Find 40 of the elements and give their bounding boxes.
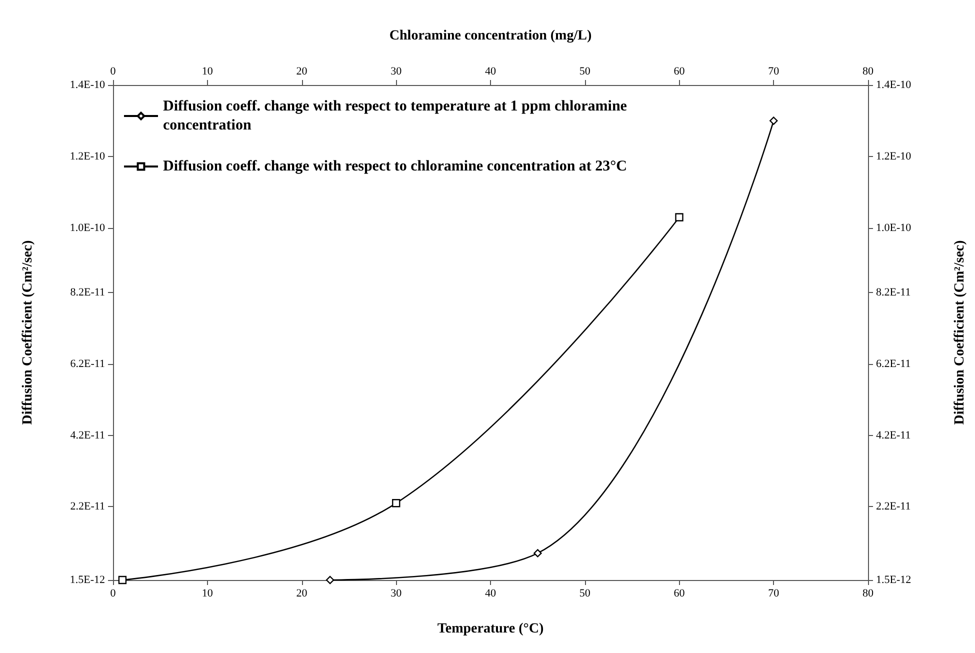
x2-tick-label: 60 <box>674 66 686 78</box>
x2-axis-title: Chloramine concentration (mg/L) <box>389 28 592 44</box>
y2-tick-label: 4.2E-11 <box>876 429 911 442</box>
y2-tick-label: 2.2E-11 <box>876 500 911 513</box>
x-tick-label: 60 <box>674 588 686 600</box>
y2-tick-label: 1.5E-12 <box>876 574 912 586</box>
y-tick-label: 8.2E-11 <box>70 286 105 298</box>
legend-label: Diffusion coeff. change with respect to chloramine concentration at 23°C <box>163 158 627 174</box>
y-tick-label: 1.4E-10 <box>70 79 106 91</box>
y-tick-label: 4.2E-11 <box>70 429 105 442</box>
x2-tick-label: 50 <box>579 66 591 78</box>
x-tick-label: 50 <box>579 588 591 600</box>
x2-tick-label: 10 <box>202 66 214 78</box>
x-tick-label: 80 <box>862 588 874 600</box>
y2-tick-label: 1.0E-10 <box>876 222 912 234</box>
x-tick-label: 40 <box>485 588 496 600</box>
y-tick-label: 6.2E-11 <box>70 358 105 370</box>
y2-tick-label: 6.2E-11 <box>876 358 911 370</box>
x-tick-label: 0 <box>110 588 116 600</box>
x2-tick-label: 40 <box>485 66 496 78</box>
x-axis-title: Temperature (°C) <box>437 622 544 636</box>
x-tick-label: 20 <box>296 588 308 600</box>
y2-tick-label: 1.2E-10 <box>876 150 912 162</box>
x2-tick-label: 0 <box>110 66 116 78</box>
y2-axis-title: Diffusion Coefficient (Cm²/sec) <box>952 240 968 425</box>
y2-tick-label: 1.4E-10 <box>876 79 912 91</box>
x2-tick-label: 20 <box>296 66 308 78</box>
x2-tick-label: 30 <box>390 66 402 78</box>
y-tick-label: 1.0E-10 <box>70 222 106 234</box>
x-tick-label: 70 <box>768 588 780 600</box>
x2-tick-label: 70 <box>768 66 780 78</box>
y-tick-label: 2.2E-11 <box>70 500 105 513</box>
y-tick-label: 1.2E-10 <box>70 150 106 162</box>
y-axis-title: Diffusion Coefficient (Cm²/sec) <box>20 240 36 425</box>
x-tick-label: 30 <box>390 588 402 600</box>
x-tick-label: 10 <box>202 588 214 600</box>
x2-tick-label: 80 <box>862 66 874 78</box>
y-tick-label: 1.5E-12 <box>70 574 105 586</box>
y2-tick-label: 8.2E-11 <box>876 286 911 298</box>
legend-label: Diffusion coeff. change with respect to temperature at 1 ppm chloramine concentration <box>163 98 631 134</box>
